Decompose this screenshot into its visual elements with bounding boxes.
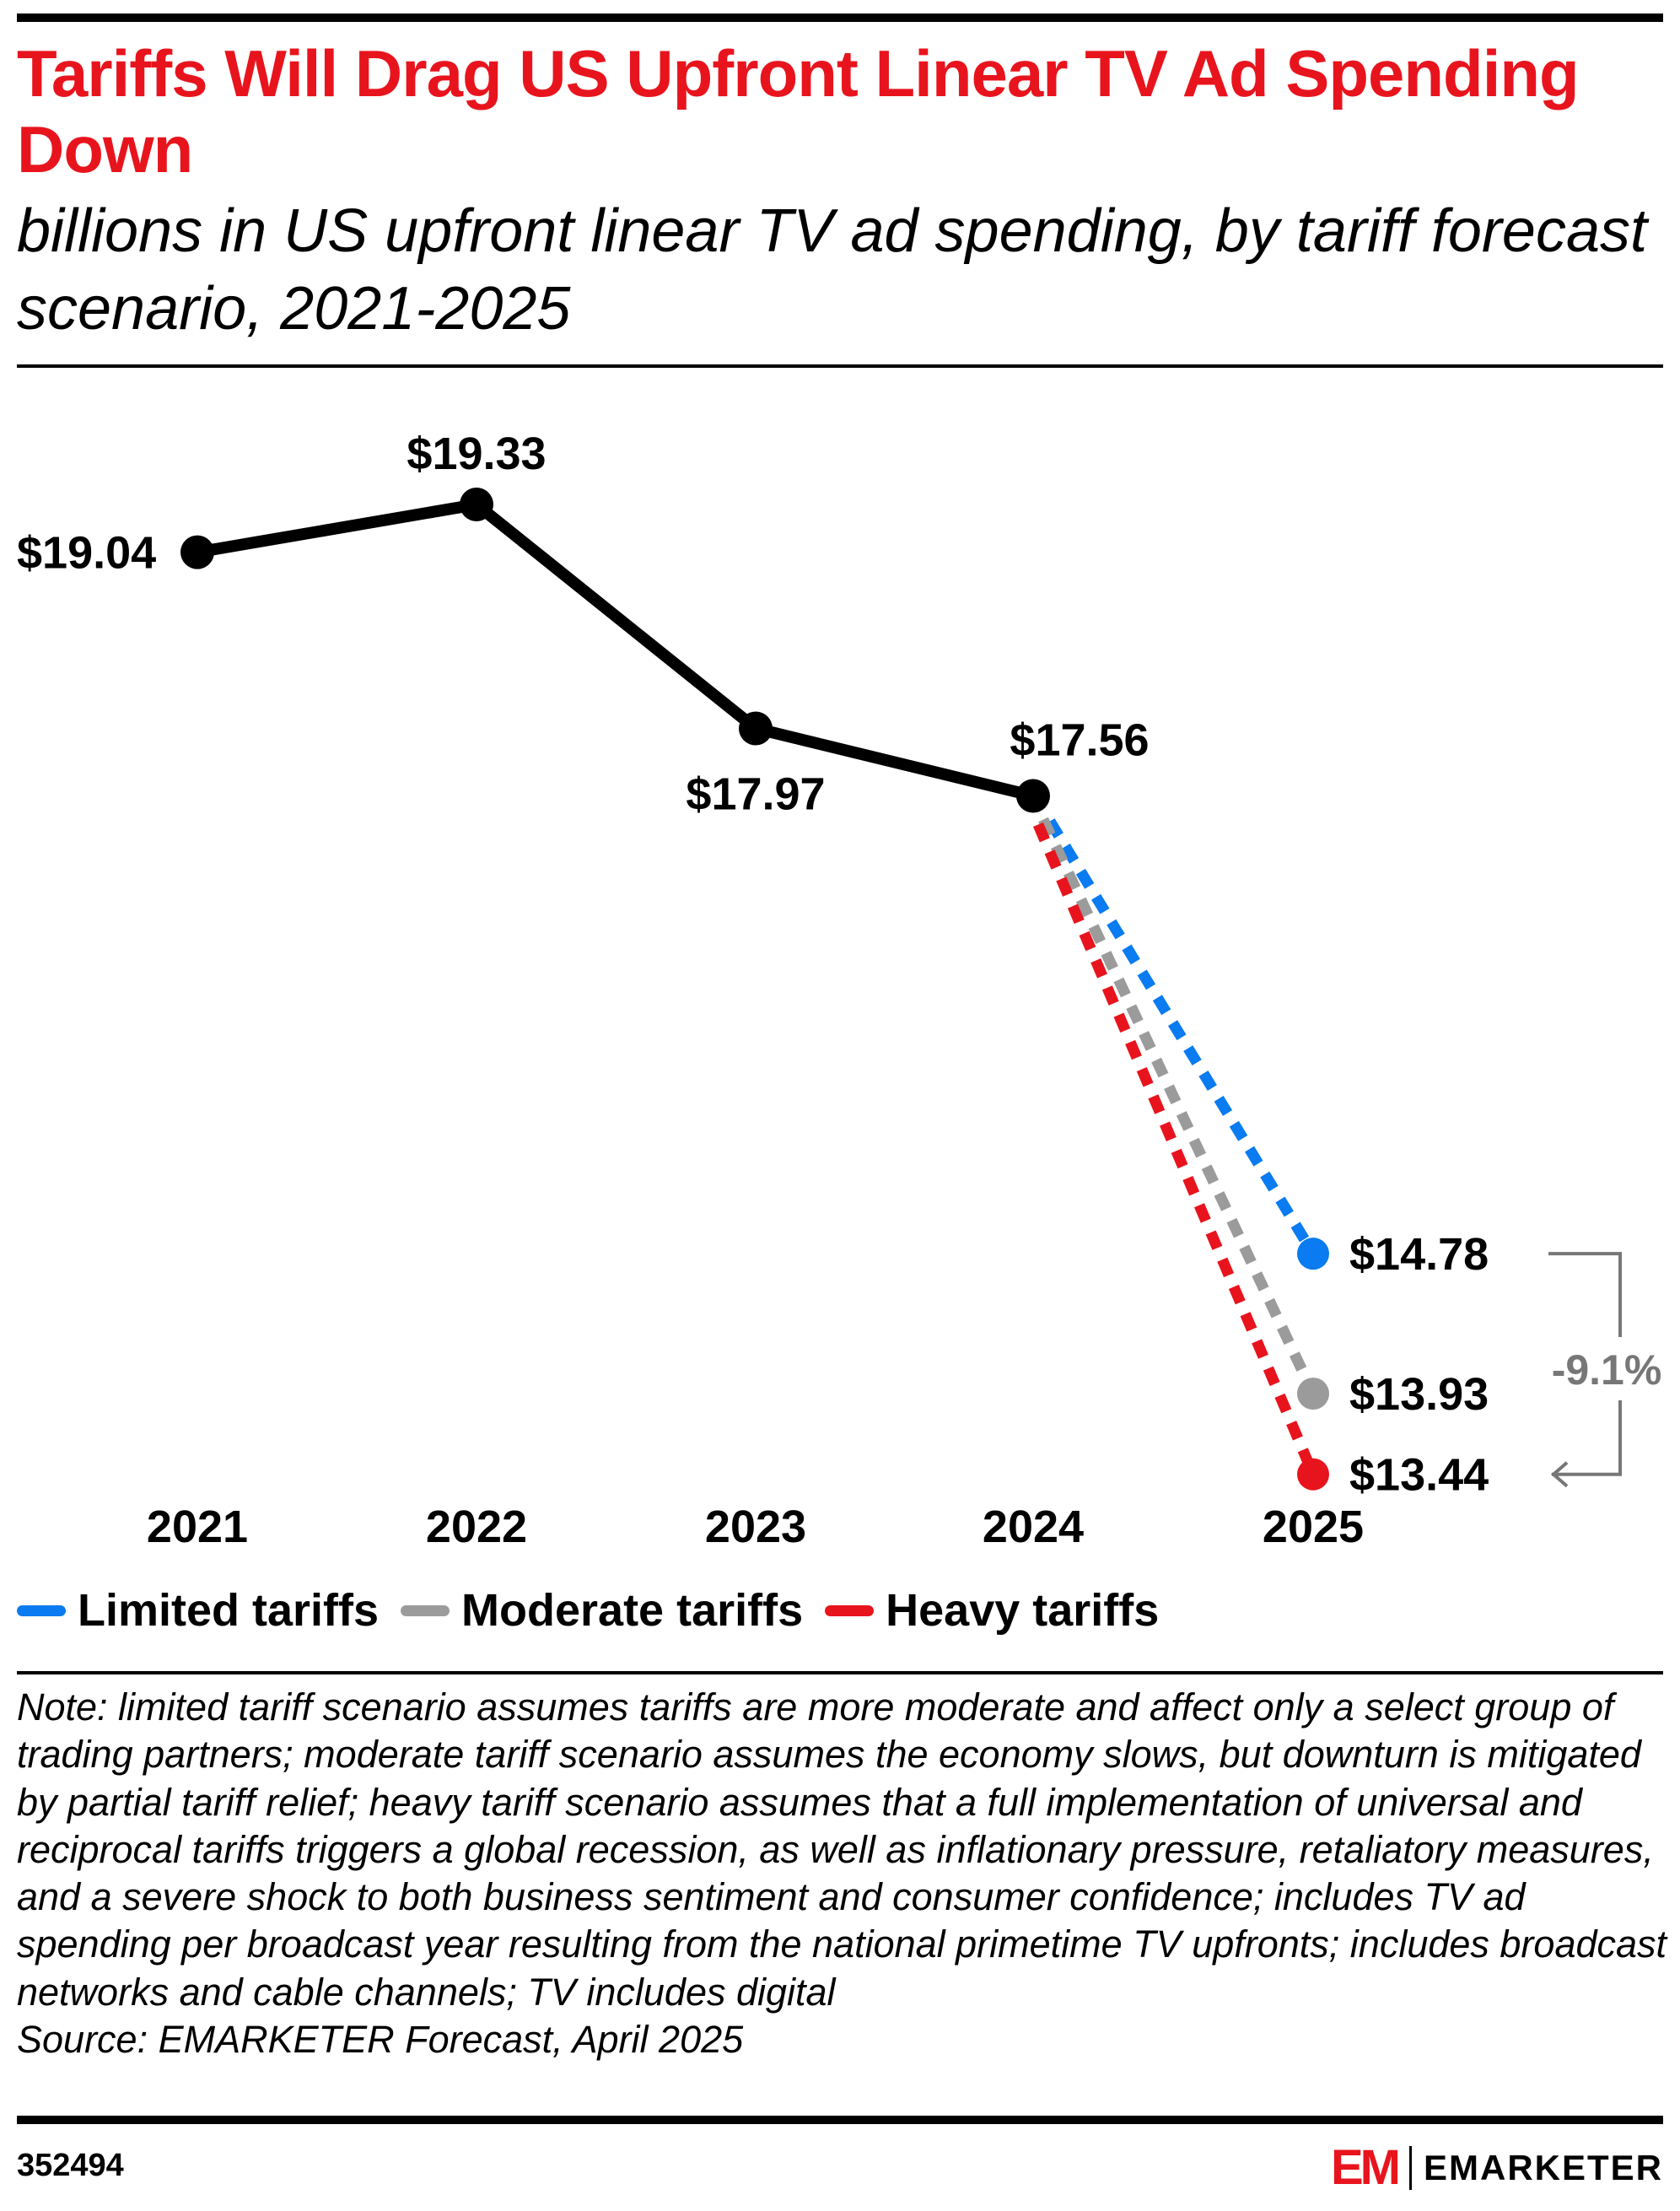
point-2022: [460, 488, 493, 521]
x-tick-label-2021: 2021: [147, 1502, 248, 1552]
source-text: Source: EMARKETER Forecast, April 2025: [17, 2018, 744, 2062]
note-block: Note: limited tariff scenario assumes ta…: [17, 1684, 1670, 2063]
note-rule: [17, 1671, 1663, 1674]
data-label-2025-limited: $14.78: [1349, 1229, 1489, 1280]
chart-subtitle: billions in US upfront linear TV ad spen…: [17, 197, 1647, 342]
x-tick-label-2022: 2022: [426, 1502, 527, 1552]
legend-label-limited: Limited tariffs: [78, 1585, 380, 1636]
legend-item-moderate: Moderate tariffs: [401, 1584, 803, 1637]
point-2023: [739, 711, 773, 746]
chart-title: Tariffs Will Drag US Upfront Linear TV A…: [17, 36, 1580, 186]
legend-label-heavy: Heavy tariffs: [886, 1585, 1160, 1636]
x-tick-label-2023: 2023: [705, 1502, 806, 1552]
logo-wordmark: EMARKETER: [1423, 2147, 1663, 2187]
legend-swatch-limited: [17, 1604, 66, 1616]
top-rule: [17, 13, 1663, 22]
point-2025-heavy: [1297, 1458, 1329, 1491]
bracket-bottom: [1552, 1400, 1622, 1476]
x-tick-label-2025: 2025: [1263, 1502, 1364, 1552]
logo-mark: EM: [1330, 2140, 1401, 2195]
arrow-left-icon: [1550, 1461, 1569, 1488]
emarketer-logo: EM EMARKETER: [1331, 2139, 1663, 2196]
point-2021: [180, 535, 214, 569]
legend-label-moderate: Moderate tariffs: [461, 1585, 804, 1636]
line-chart: $14.78 $13.93 $13.44 $19.04 $19.33 $17.97 $17.…: [17, 429, 1662, 1552]
legend-swatch-moderate: [401, 1604, 450, 1616]
data-label-2022: $19.33: [407, 429, 546, 479]
data-label-2023: $17.97: [686, 768, 825, 819]
legend: Limited tariffs Moderate tariffs Heavy t…: [17, 1584, 1181, 1637]
data-label-2025-moderate: $13.93: [1349, 1369, 1489, 1420]
legend-swatch-heavy: [825, 1604, 875, 1616]
logo-divider: [1408, 2145, 1412, 2190]
data-label-2024: $17.56: [1010, 715, 1149, 766]
series-line-moderate: [1038, 817, 1318, 1396]
chart-id: 352494: [17, 2148, 124, 2183]
bracket-top: [1548, 1252, 1622, 1337]
legend-item-limited: Limited tariffs: [17, 1584, 379, 1637]
header-rule: [17, 364, 1663, 368]
bottom-rule: [17, 2116, 1663, 2124]
point-2025-limited: [1297, 1238, 1329, 1270]
historical-line: [196, 499, 1035, 802]
change-annotation: -9.1%: [1552, 1346, 1662, 1394]
data-label-2025-heavy: $13.44: [1349, 1450, 1489, 1501]
legend-item-heavy: Heavy tariffs: [825, 1584, 1159, 1637]
series-line-limited: [1045, 818, 1318, 1257]
data-label-2021: $19.04: [17, 528, 156, 579]
note-text: Note: limited tariff scenario assumes ta…: [17, 1685, 1667, 2014]
point-2024: [1016, 779, 1050, 813]
point-2025-moderate: [1297, 1378, 1329, 1410]
series-line-heavy: [1033, 822, 1318, 1477]
x-tick-label-2024: 2024: [983, 1502, 1084, 1552]
